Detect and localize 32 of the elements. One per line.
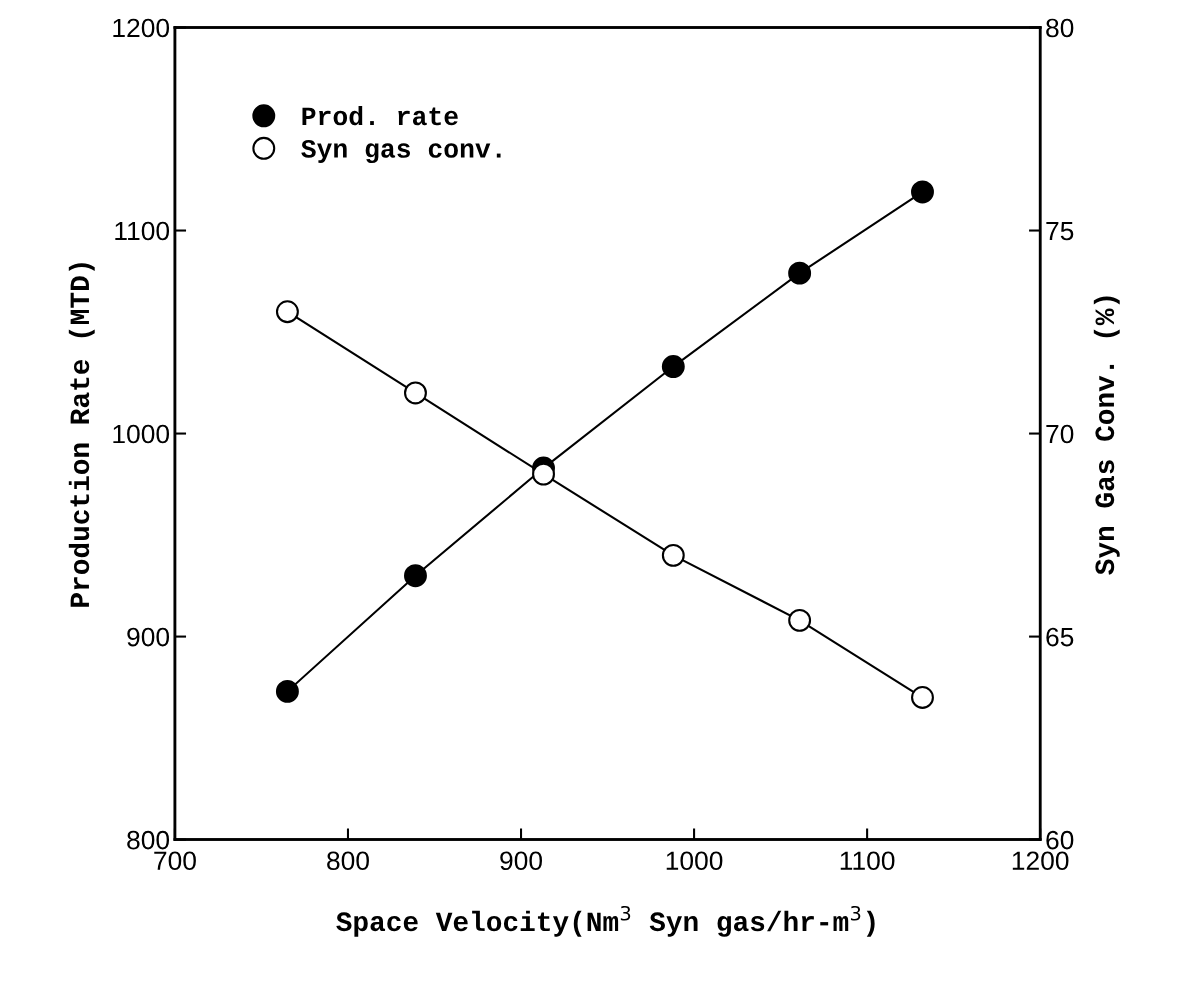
legend-label: Prod. rate	[302, 105, 458, 126]
y2-tick-label: 65	[1046, 627, 1074, 647]
y-tick-label: 1200	[113, 18, 170, 38]
point	[788, 608, 812, 632]
x-axis-title: Space Velocity(Nm$^{3}$ Syn gas/hr-m$^{3}$)	[336, 905, 875, 937]
y2-tick-label: 75	[1046, 221, 1074, 241]
point	[275, 679, 299, 703]
x-tick-label: 1000	[666, 851, 723, 871]
y-tick-label: 800	[127, 830, 170, 850]
point	[275, 300, 299, 324]
x-tick-label: 1200	[1012, 851, 1069, 871]
y-tick-label: 900	[127, 627, 170, 647]
point	[532, 462, 555, 486]
point	[404, 564, 427, 588]
y-axis-title: Production Rate (MTD)	[68, 263, 95, 607]
x-tick-label: 800	[327, 851, 369, 871]
x-tick-label: 700	[154, 851, 196, 871]
point	[404, 381, 427, 405]
point	[661, 355, 685, 379]
y2-tick-label: 70	[1046, 424, 1074, 444]
x-tick-label: 900	[500, 851, 543, 871]
y-tick-label: 1000	[113, 424, 170, 444]
y2-tick-label: 80	[1046, 18, 1074, 38]
point	[661, 543, 685, 567]
y2-tick-label: 60	[1046, 830, 1074, 850]
legend-label: Syn gas conv.	[301, 139, 501, 164]
point	[911, 180, 934, 204]
x-tick-label: 1100	[840, 851, 895, 871]
point	[911, 686, 934, 709]
y2-axis-title: Syn Gas Conv. (%)	[1093, 296, 1120, 575]
y-tick-label: 1100	[115, 221, 170, 241]
point	[788, 261, 812, 285]
